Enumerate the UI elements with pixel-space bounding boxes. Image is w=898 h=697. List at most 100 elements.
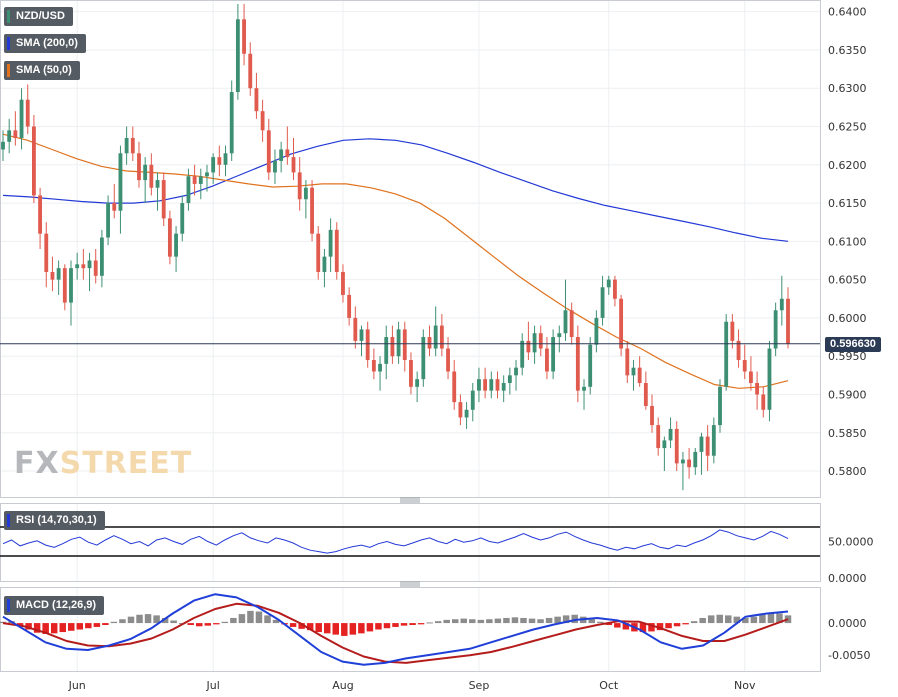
x-tick-label: Aug: [332, 679, 353, 692]
sma200-badge[interactable]: SMA (200,0): [4, 34, 86, 53]
candle-body: [557, 333, 562, 338]
candle-body: [755, 382, 760, 395]
price-tick-label: 0.6200: [828, 159, 867, 172]
candle-body: [761, 394, 766, 410]
candle-body: [69, 268, 73, 303]
candle-body: [489, 379, 494, 391]
candle-body: [470, 390, 475, 410]
rsi-panel: [0, 526, 820, 557]
macd-histogram-bar: [776, 613, 783, 624]
axis-labels: 0.6400 0.6350 0.6300 0.6250 0.6200 0.6150 0.61…: [68, 6, 874, 692]
candle-body: [334, 229, 339, 272]
macd-badge[interactable]: MACD (12,26,9): [4, 596, 105, 615]
macd-histogram-bar: [59, 623, 66, 633]
price-tick-label: 0.5800: [828, 465, 867, 478]
candle-body: [643, 382, 648, 406]
candle-body: [260, 111, 265, 131]
macd-histogram-bar: [230, 617, 237, 624]
candle-body: [786, 298, 790, 344]
price-tick-label: 0.6100: [828, 235, 867, 248]
candle-body: [25, 99, 30, 127]
candle-body: [50, 271, 55, 280]
macd-histogram-bar: [690, 621, 698, 624]
candle-body: [217, 157, 222, 165]
sma200-swatch: [7, 37, 10, 50]
macd-histogram-bar: [554, 616, 561, 624]
current-price-tag: 0.596630: [825, 337, 881, 352]
candle-body: [439, 325, 444, 349]
sma50-label: SMA (50,0): [16, 64, 72, 76]
rsi-badge[interactable]: RSI (14,70,30,1): [4, 511, 105, 530]
sma200-line: [2, 138, 789, 242]
candle-body: [514, 367, 518, 376]
candle-body: [328, 229, 333, 257]
candle-body: [390, 337, 395, 357]
macd-histogram-bar: [469, 619, 476, 624]
candle-body: [625, 348, 630, 376]
macd-swatch: [7, 599, 10, 612]
candle-body: [291, 157, 296, 173]
candle-body: [13, 130, 18, 138]
candle-body: [353, 317, 358, 341]
candle-body: [681, 459, 685, 464]
macd-histogram-bar: [725, 615, 732, 624]
candle-body: [341, 271, 345, 295]
candle-body: [316, 233, 321, 272]
candle-body: [174, 233, 178, 257]
macd-histogram-bar: [486, 619, 493, 624]
macd-histogram-bar: [332, 623, 340, 635]
macd-histogram-bar: [33, 623, 41, 633]
candle-body: [668, 428, 673, 441]
candle-body: [545, 348, 549, 372]
candle-body: [477, 379, 481, 391]
macd-histogram-bar: [716, 614, 723, 624]
candle-body: [38, 195, 43, 234]
rsi-swatch: [7, 514, 10, 527]
macd-histogram-bar: [759, 614, 766, 624]
instrument-badge[interactable]: NZD/USD: [4, 7, 73, 26]
sma50-badge[interactable]: SMA (50,0): [4, 61, 80, 80]
panel-border-2: [0, 587, 821, 672]
candle-body: [130, 137, 135, 154]
candle-body: [192, 176, 197, 184]
macd-histogram-bar: [597, 621, 604, 624]
candle-body: [303, 187, 308, 200]
macd-histogram-bar: [733, 616, 741, 624]
candle-body: [322, 256, 327, 272]
macd-histogram-bar: [477, 619, 485, 624]
candle-body: [371, 360, 376, 372]
candle-body: [773, 310, 778, 349]
macd-histogram-bar: [460, 618, 468, 624]
macd-histogram-bar: [562, 615, 570, 624]
candle-body: [742, 360, 747, 372]
candle-body: [526, 340, 531, 353]
candle-body: [446, 348, 450, 372]
macd-histogram-bar: [349, 623, 357, 635]
macd-histogram-bar: [392, 623, 399, 627]
candle-body: [637, 367, 642, 383]
candle-body: [56, 268, 61, 280]
candle-body: [75, 264, 80, 269]
macd-histogram-bar: [571, 614, 578, 624]
panel-splitters[interactable]: [400, 497, 420, 587]
macd-histogram-bar: [409, 623, 416, 626]
macd-histogram-bar: [750, 616, 758, 624]
macd-histogram-bar: [144, 614, 152, 624]
candle-body: [736, 340, 741, 361]
macd-histogram-bar: [528, 618, 536, 624]
candle-body: [427, 337, 432, 349]
macd-histogram-bar: [400, 623, 408, 626]
macd-histogram-bar: [323, 623, 331, 634]
macd-histogram-bar: [699, 617, 706, 624]
price-tick-label: 0.5950: [828, 350, 867, 363]
candle-body: [600, 287, 605, 318]
candle-body: [452, 371, 457, 403]
candle-body: [563, 310, 568, 334]
x-tick-label: Jul: [206, 679, 220, 692]
macd-histogram-bar: [656, 623, 664, 631]
candle-body: [662, 440, 667, 449]
macd-histogram-bar: [767, 612, 775, 624]
macd-histogram-bar: [383, 623, 391, 629]
candle-body: [124, 137, 129, 154]
